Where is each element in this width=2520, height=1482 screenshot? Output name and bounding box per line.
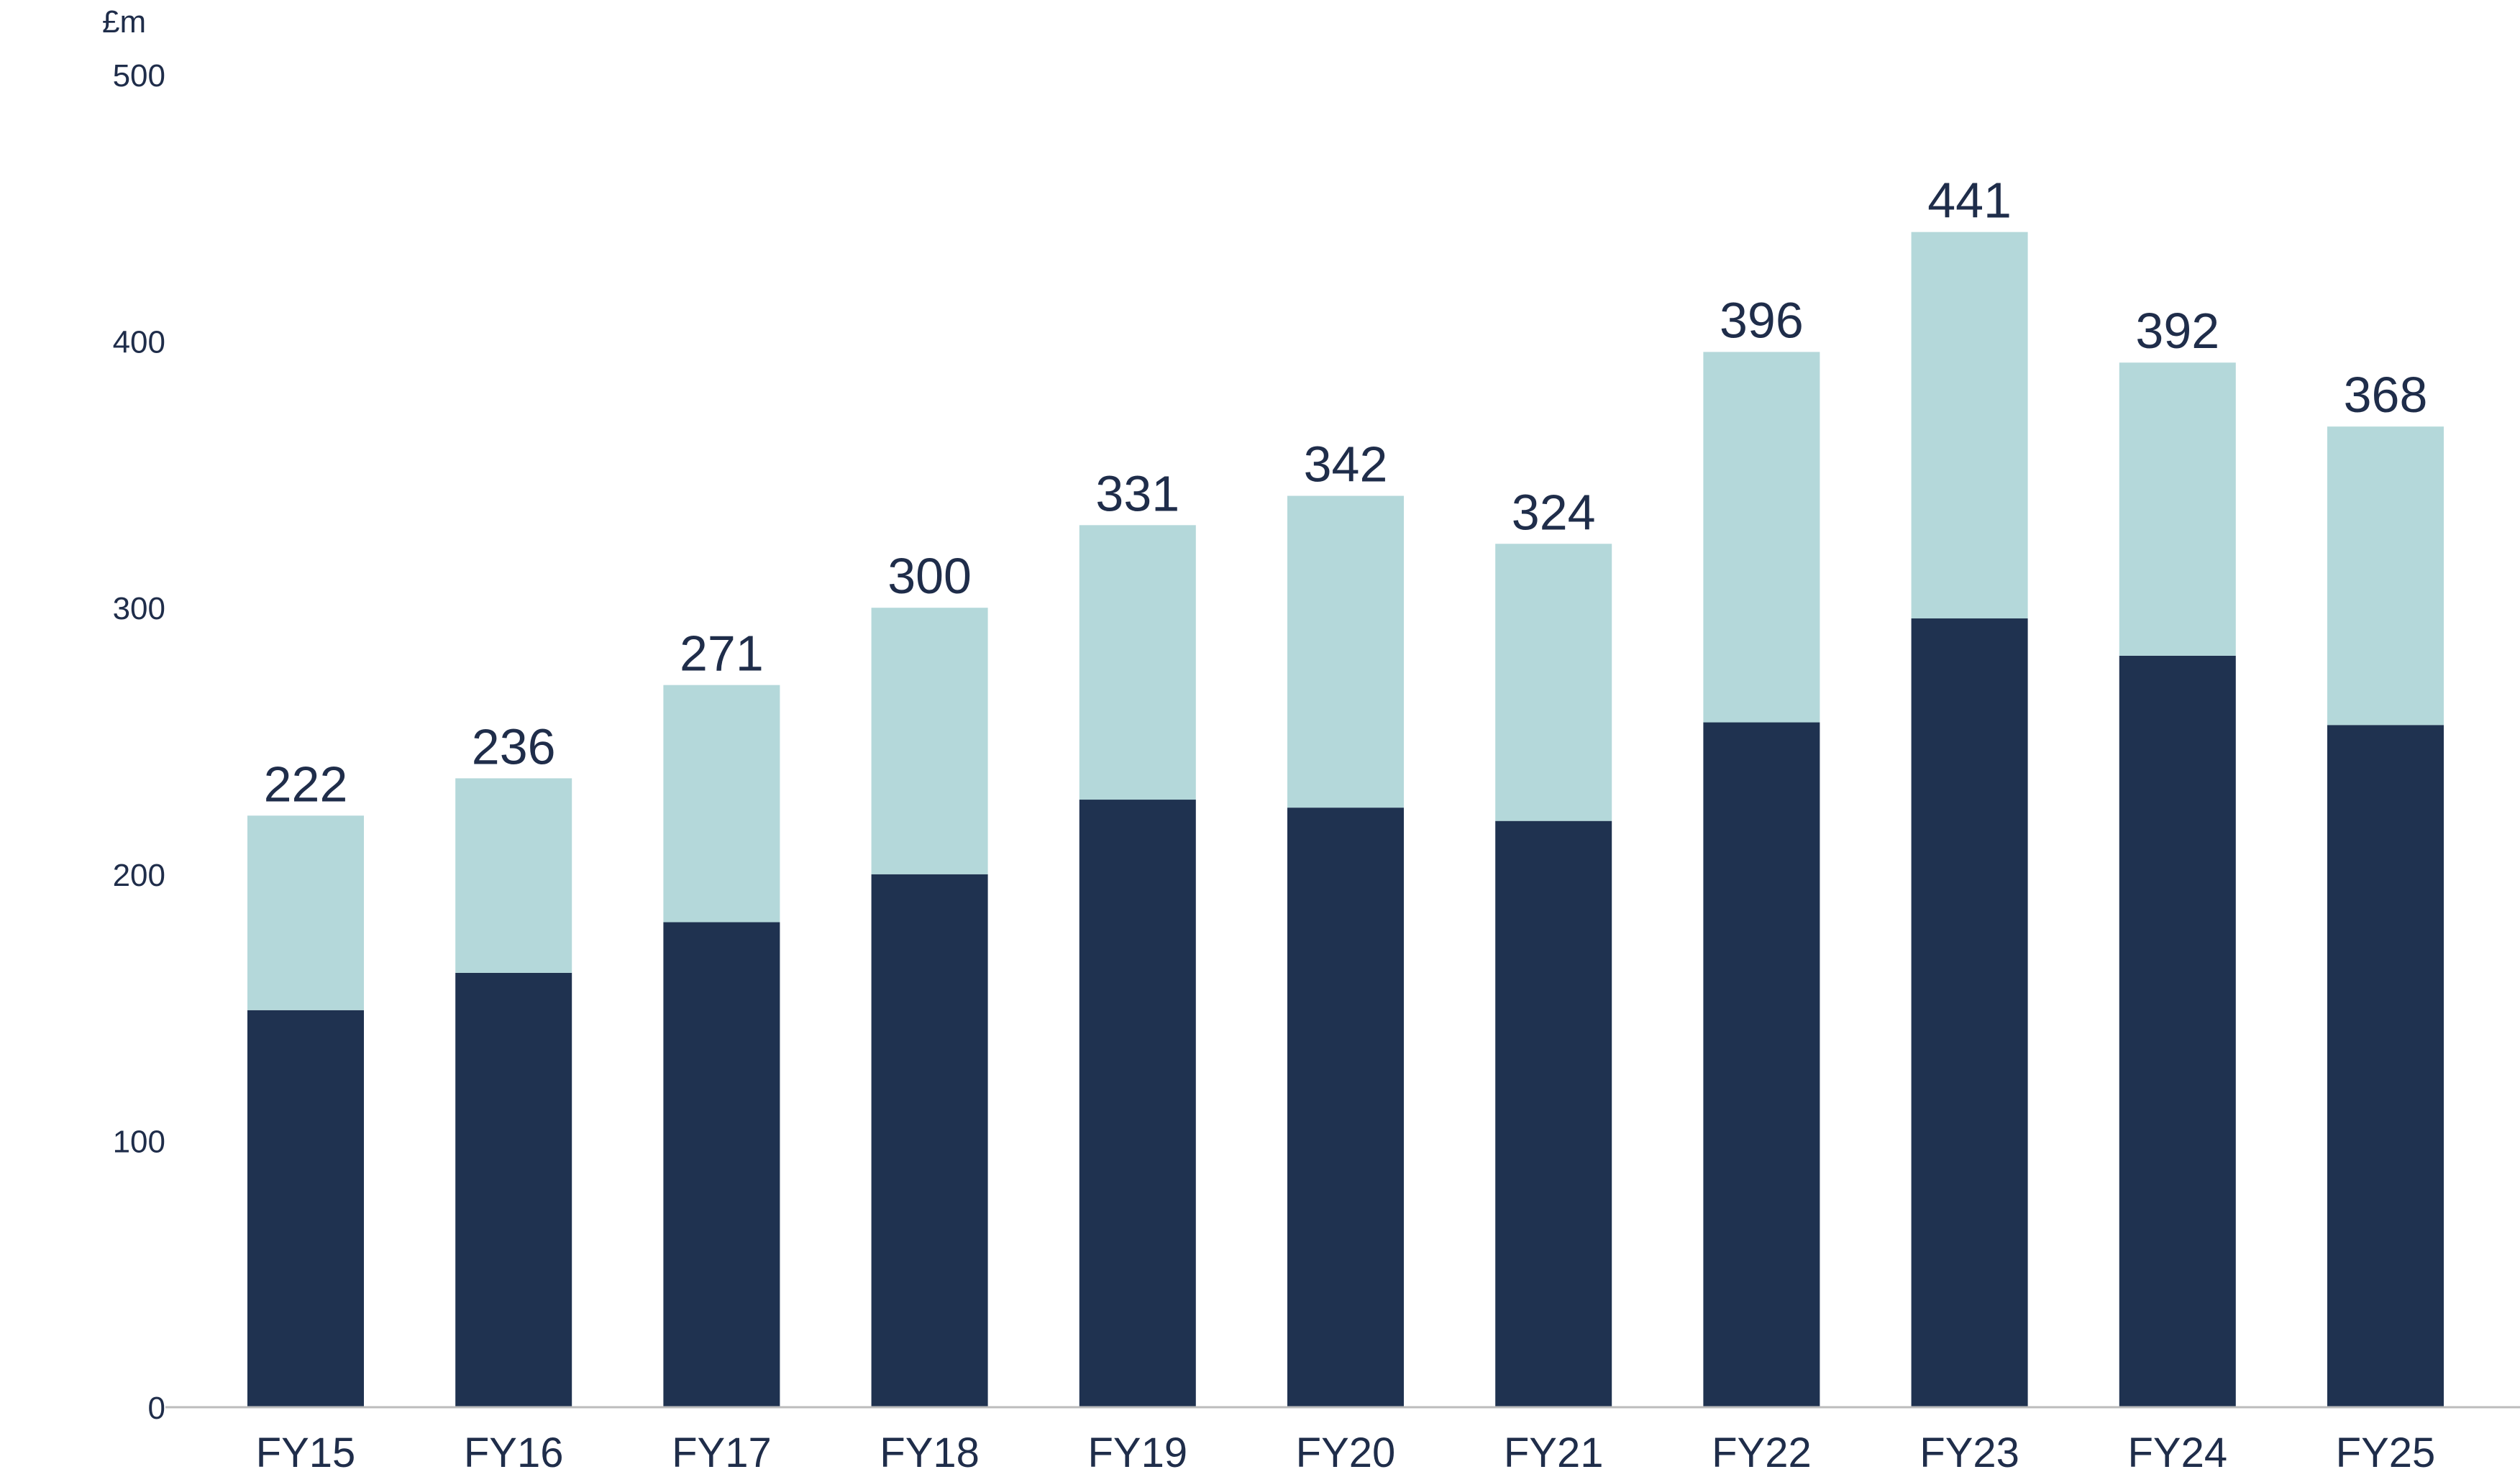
- bar-upper-segment: [663, 685, 780, 923]
- x-category-label: FY16: [464, 1430, 564, 1476]
- bar-upper-segment: [1287, 495, 1404, 808]
- y-tick-label: 0: [148, 1391, 165, 1426]
- bar-total-label: 300: [887, 548, 972, 604]
- x-axis: FY15 FY16 FY17 FY18 FY19 FY20 FY21 FY22 FY23 FY24…: [165, 1406, 2520, 1476]
- bar-total-label: 331: [1095, 465, 1179, 521]
- bar-lower-segment: [247, 1010, 364, 1407]
- bar-lower-segment: [1495, 820, 1612, 1407]
- bar-lower-segment: [1287, 808, 1404, 1407]
- x-category-label: FY18: [880, 1430, 980, 1476]
- x-category-label: FY23: [1919, 1430, 2019, 1476]
- y-tick-label: 200: [113, 858, 165, 893]
- total-labels: 222 236 271 300 331 342 324 396 441 392 368: [264, 173, 2428, 813]
- x-category-label: FY24: [2127, 1430, 2227, 1476]
- bar-total-label: 368: [2344, 367, 2428, 423]
- x-category-label: FY20: [1296, 1430, 1396, 1476]
- bar-lower-segment: [663, 922, 780, 1407]
- y-tick-label: 500: [113, 58, 165, 93]
- bar-lower-segment: [1703, 722, 1820, 1407]
- y-unit-label: £m: [102, 4, 146, 40]
- bar-lower-segment: [1079, 800, 1196, 1407]
- y-axis: £m 0 100 200 300 400 500: [102, 4, 165, 1426]
- bar-total-label: 392: [2135, 303, 2219, 359]
- bar-lower-segment: [1911, 618, 2028, 1408]
- bar-total-label: 441: [1927, 173, 2012, 229]
- bar-upper-segment: [1079, 525, 1196, 800]
- bar-total-label: 222: [264, 756, 348, 812]
- bar-upper-segment: [1495, 544, 1612, 821]
- bar-upper-segment: [1911, 232, 2028, 619]
- x-category-label: FY15: [256, 1430, 356, 1476]
- bar-total-label: 396: [1720, 292, 1804, 348]
- y-tick-label: 400: [113, 325, 165, 360]
- x-category-label: FY17: [672, 1430, 772, 1476]
- bar-lower-segment: [455, 972, 572, 1407]
- bar-upper-segment: [247, 815, 364, 1010]
- bar-upper-segment: [2327, 426, 2444, 726]
- x-category-label: FY25: [2336, 1430, 2436, 1476]
- bar-upper-segment: [2119, 362, 2236, 656]
- y-tick-label: 100: [113, 1124, 165, 1159]
- bars: [247, 232, 2444, 1408]
- y-tick-label: 300: [113, 591, 165, 626]
- bar-upper-segment: [455, 778, 572, 973]
- bar-total-label: 324: [1512, 484, 1596, 540]
- bar-lower-segment: [2327, 725, 2444, 1407]
- x-category-label: FY19: [1087, 1430, 1187, 1476]
- bar-upper-segment: [1703, 352, 1820, 723]
- bar-lower-segment: [2119, 655, 2236, 1408]
- bar-total-label: 342: [1304, 436, 1388, 493]
- x-category-label: FY21: [1504, 1430, 1604, 1476]
- bar-lower-segment: [871, 874, 988, 1407]
- bar-upper-segment: [871, 608, 988, 874]
- bar-total-label: 271: [680, 626, 764, 682]
- x-category-label: FY22: [1712, 1430, 1812, 1476]
- bar-total-label: 236: [472, 718, 556, 774]
